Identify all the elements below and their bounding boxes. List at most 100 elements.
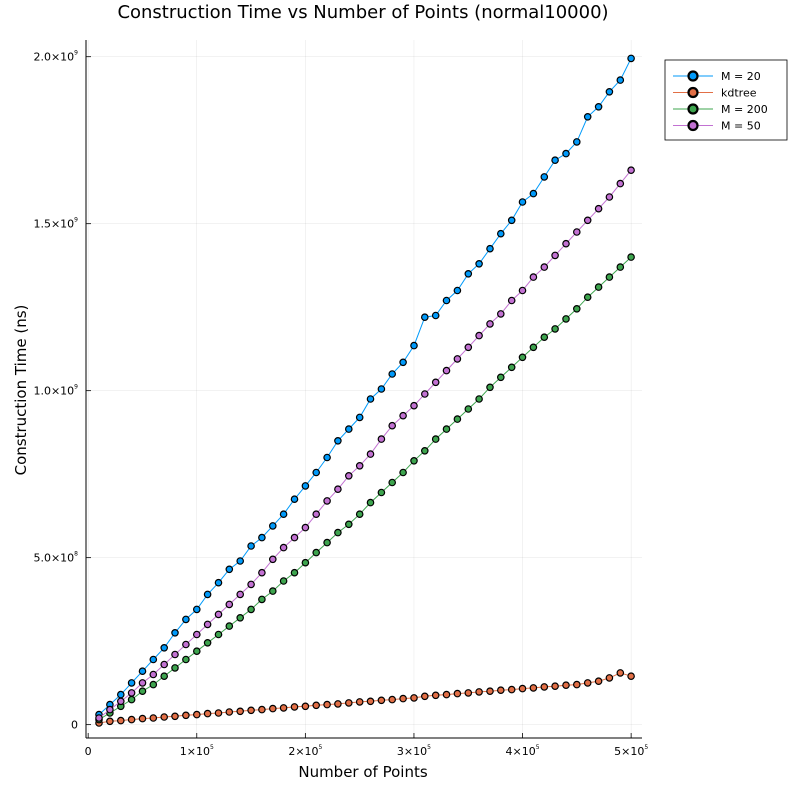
data-point <box>475 259 483 268</box>
series-0 <box>95 54 635 719</box>
y-tick-label-exponent: 8 <box>74 551 78 558</box>
y-tick-label-exponent: 9 <box>74 50 78 57</box>
grid-lines <box>86 40 642 738</box>
data-point <box>290 533 299 542</box>
data-point <box>529 343 538 352</box>
data-point <box>203 638 212 647</box>
data-point <box>279 704 288 712</box>
legend-entry: M = 20 <box>673 70 761 83</box>
data-point <box>453 355 462 363</box>
data-point <box>366 697 375 706</box>
legend-label: kdtree <box>721 87 757 100</box>
data-point <box>616 76 625 84</box>
data-point <box>583 216 592 225</box>
data-point <box>355 698 364 706</box>
data-point <box>344 520 353 529</box>
data-point <box>214 709 223 717</box>
x-tick-label-exponent: 5 <box>210 744 214 751</box>
data-point <box>518 286 527 295</box>
data-point <box>453 415 462 423</box>
data-point <box>214 610 223 619</box>
legend-entry: M = 50 <box>673 120 761 133</box>
x-tick-label-exponent: 5 <box>536 744 540 751</box>
data-point <box>334 436 342 445</box>
data-point <box>258 568 266 577</box>
data-point <box>225 622 234 630</box>
data-point <box>214 578 223 587</box>
data-point <box>323 453 331 462</box>
data-point <box>453 689 462 698</box>
data-point <box>410 456 418 465</box>
data-point <box>127 679 136 687</box>
data-point <box>127 689 136 697</box>
data-point <box>236 707 245 716</box>
data-point <box>236 613 245 622</box>
data-point <box>529 189 538 198</box>
data-point <box>540 263 549 271</box>
data-point <box>431 311 440 320</box>
data-point <box>268 587 277 595</box>
data-point <box>160 660 169 669</box>
x-tick-label-base: 1×10 <box>180 745 210 758</box>
data-point <box>529 273 538 281</box>
data-point <box>355 413 364 422</box>
data-point <box>388 421 397 430</box>
data-point <box>193 710 201 719</box>
data-point <box>627 166 635 175</box>
data-point <box>290 568 299 577</box>
data-point <box>551 156 559 165</box>
data-point <box>290 495 299 504</box>
x-tick-label-base: 3×10 <box>397 745 427 758</box>
y-tick-label: 1.5×109 <box>33 217 78 231</box>
x-tick-label-base: 0 <box>85 745 92 758</box>
data-point <box>551 251 559 260</box>
y-tick-label: 0 <box>71 719 78 732</box>
data-point <box>496 373 505 382</box>
data-point <box>551 682 559 691</box>
data-point <box>420 692 429 701</box>
data-point <box>334 485 342 494</box>
data-point <box>475 688 483 696</box>
data-point <box>149 670 158 679</box>
data-point <box>127 715 136 724</box>
data-point <box>106 705 114 714</box>
data-point <box>605 674 614 682</box>
y-axis-title: Construction Time (ns) <box>12 305 30 476</box>
y-tick-label-base: 5.0×10 <box>33 552 74 565</box>
data-point <box>486 687 494 696</box>
data-point <box>540 333 549 342</box>
data-point <box>160 672 169 681</box>
y-tick-label-exponent: 9 <box>74 384 78 391</box>
data-point <box>572 304 581 313</box>
data-point <box>301 482 310 490</box>
legend-label: M = 200 <box>721 103 768 116</box>
y-tick-label-base: 1.5×10 <box>33 218 74 231</box>
y-tick-label: 2.0×109 <box>33 50 78 64</box>
x-tick-label: 3×105 <box>397 744 431 758</box>
data-point <box>247 706 255 715</box>
data-point <box>377 435 386 443</box>
x-tick-label-exponent: 5 <box>319 744 323 751</box>
x-tick-label: 4×105 <box>506 744 540 758</box>
data-point <box>442 366 451 375</box>
data-point <box>236 590 245 599</box>
legend: M = 20 kdtree M = 200 M = 50 <box>664 59 788 141</box>
data-point <box>540 683 549 691</box>
data-point <box>247 580 255 589</box>
data-point <box>583 113 592 121</box>
data-point <box>279 510 288 519</box>
data-point <box>268 522 277 530</box>
x-tick-label-base: 5×10 <box>614 745 644 758</box>
data-point <box>420 390 429 398</box>
data-point <box>496 686 505 695</box>
data-point <box>486 244 494 253</box>
data-point <box>627 253 635 261</box>
data-point <box>160 643 169 652</box>
data-point <box>366 450 375 458</box>
data-point <box>268 704 277 713</box>
data-point <box>562 239 570 248</box>
data-point <box>323 497 331 505</box>
data-point <box>496 229 505 238</box>
data-point <box>355 510 364 519</box>
data-point <box>464 405 473 413</box>
